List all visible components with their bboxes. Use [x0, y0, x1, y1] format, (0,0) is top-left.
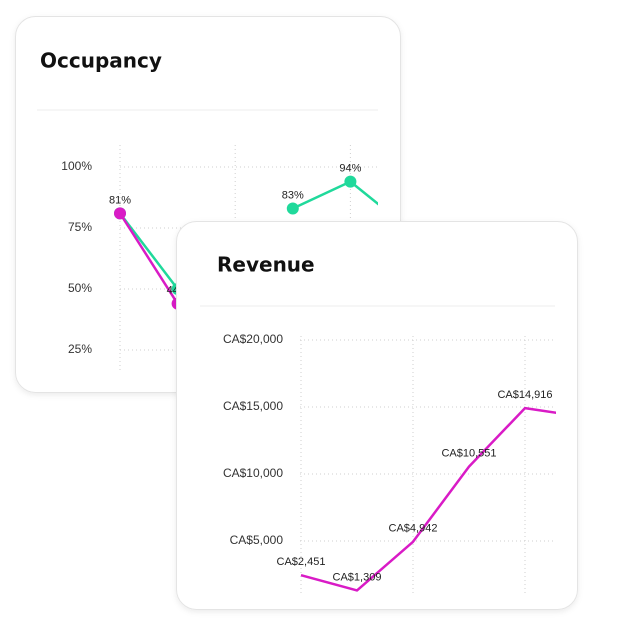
y-axis: 25% 50% 75% 100%: [61, 159, 92, 356]
plot: CA$2,451 CA$1,309 CA$4,942 CA$10,551 CA$14,9…: [277, 336, 556, 595]
y-tick-label: CA$15,000: [223, 399, 283, 413]
card-title: Revenue: [217, 253, 315, 277]
y-tick-label: 75%: [68, 220, 92, 234]
data-label: CA$14,916: [497, 389, 552, 401]
y-tick-label: CA$5,000: [230, 533, 284, 547]
data-label: CA$2,451: [277, 556, 326, 568]
data-label: 94%: [339, 163, 361, 175]
y-tick-label: CA$10,000: [223, 466, 283, 480]
card-title: Occupancy: [40, 49, 162, 73]
data-label: CA$1,309: [333, 571, 382, 583]
y-tick-label: 50%: [68, 281, 92, 295]
y-tick-label: CA$20,000: [223, 332, 283, 346]
data-label: CA$4,942: [389, 523, 438, 535]
point: [114, 207, 126, 220]
card-background: [176, 221, 578, 610]
point: [286, 202, 299, 215]
data-label: 83%: [282, 189, 304, 201]
series-line: [118, 212, 179, 305]
y-axis: CA$5,000 CA$10,000 CA$15,000 CA$20,000: [223, 332, 283, 547]
data-label: CA$10,551: [441, 448, 496, 460]
point: [344, 175, 357, 188]
y-tick-label: 100%: [61, 159, 92, 173]
data-label: 81%: [109, 194, 131, 206]
series-line: [300, 406, 556, 592]
revenue-card: Revenue CA$2,451 CA$1,309 CA$4,942 CA$10,55…: [176, 221, 578, 610]
y-tick-label: 25%: [68, 342, 92, 356]
